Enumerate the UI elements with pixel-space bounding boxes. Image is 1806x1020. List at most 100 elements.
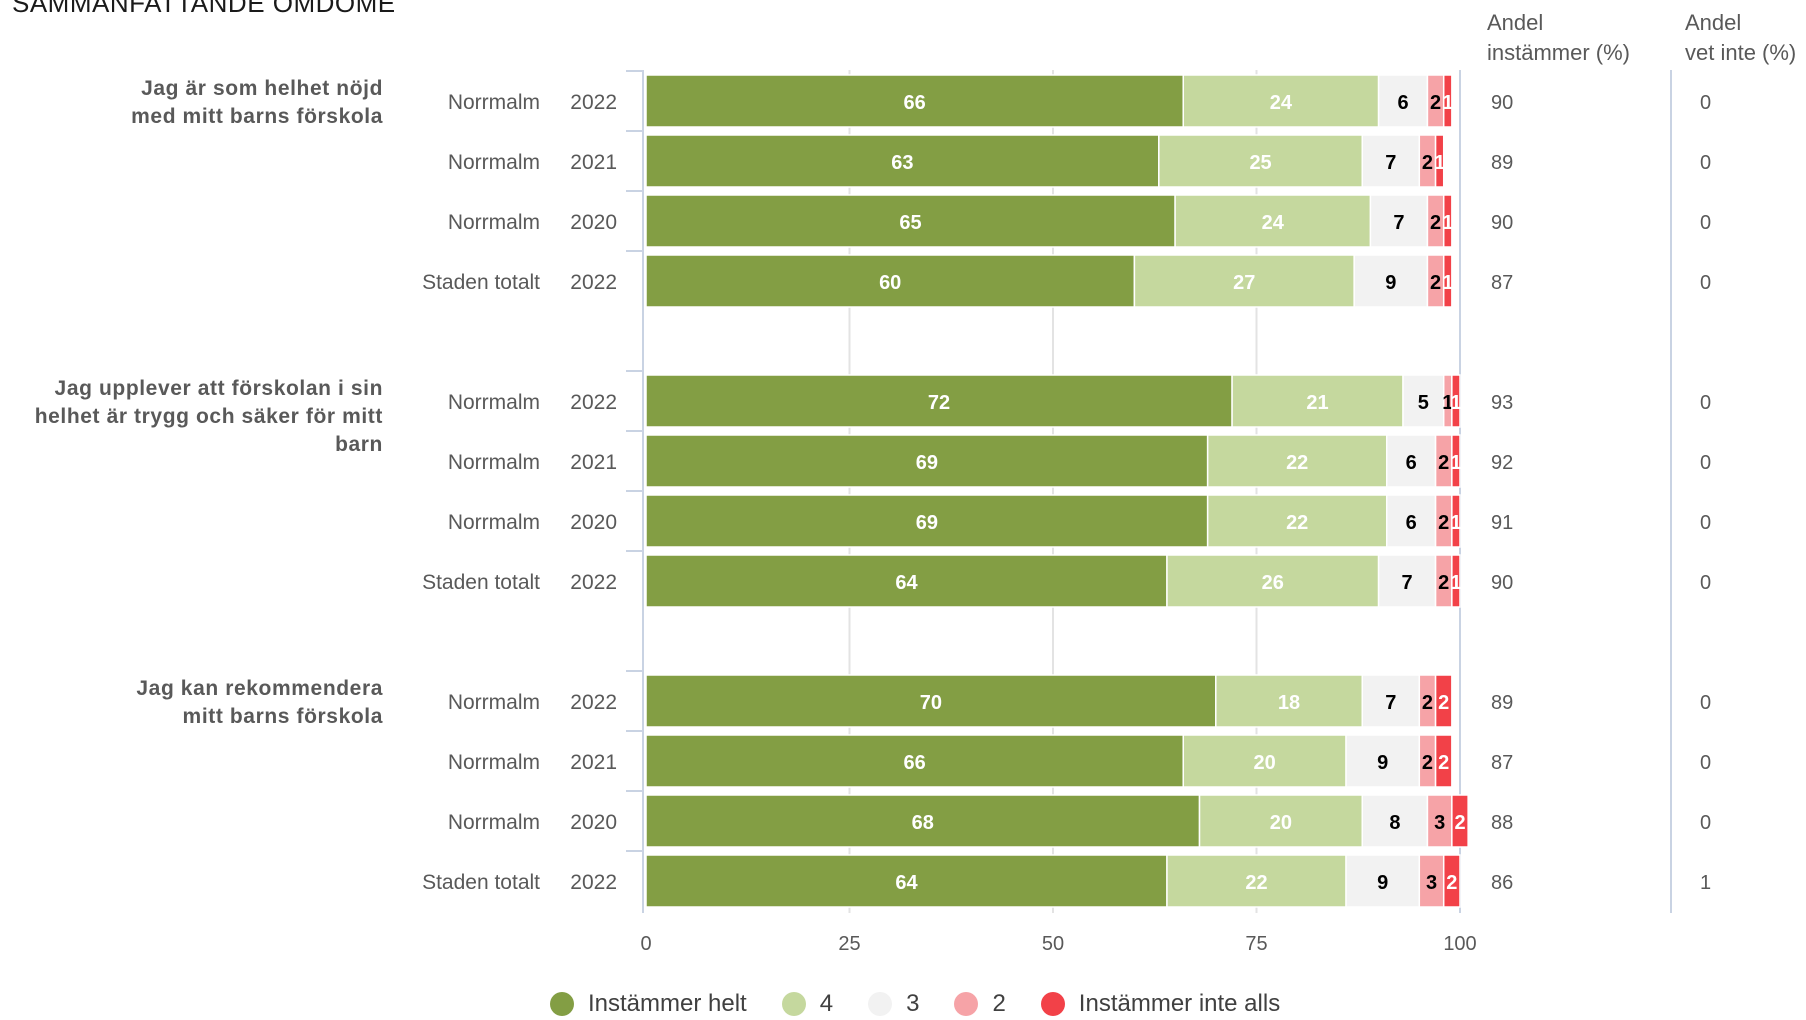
bar-value-label: 20	[1254, 752, 1276, 774]
row-year-label: 2021	[570, 451, 617, 474]
bar-value-label: 9	[1385, 272, 1396, 294]
chart-title: SAMMANFATTANDE OMDÖME	[12, 0, 396, 18]
bar-value-label: 64	[895, 872, 918, 894]
bar-value-label: 3	[1426, 872, 1437, 894]
dontknow-value: 0	[1700, 92, 1711, 114]
bar-value-label: 1	[1442, 212, 1453, 234]
bar-value-label: 1	[1450, 452, 1461, 474]
agree-column-header-line1: Andel	[1487, 10, 1544, 35]
dontknow-column-header-line2: vet inte (%)	[1685, 40, 1797, 65]
agree-value: 93	[1491, 392, 1513, 414]
row-area-label: Staden totalt	[422, 571, 540, 594]
question-label: med mitt barns förskola	[131, 105, 383, 128]
bar-value-label: 24	[1270, 92, 1293, 114]
agree-value: 90	[1491, 572, 1513, 594]
legend-label-3: 3	[906, 990, 920, 1017]
bar-value-label: 2	[1446, 872, 1457, 894]
row-area-label: Staden totalt	[422, 871, 540, 894]
row-area-label: Norrmalm	[448, 751, 540, 774]
bar-value-label: 68	[912, 812, 934, 834]
agree-value: 89	[1491, 692, 1513, 714]
row-year-label: 2020	[570, 211, 617, 234]
bar-value-label: 7	[1402, 572, 1413, 594]
row-area-label: Norrmalm	[448, 151, 540, 174]
bar-value-label: 72	[928, 392, 950, 414]
bar-segment	[1451, 554, 1461, 608]
bar-value-label: 2	[1430, 272, 1441, 294]
legend-item-2: 2	[954, 990, 1006, 1018]
bar-value-label: 2	[1454, 812, 1465, 834]
bar-segment	[1451, 374, 1461, 428]
dontknow-column-header-line1: Andel	[1685, 10, 1742, 35]
bar-value-label: 18	[1278, 692, 1300, 714]
row-year-label: 2021	[570, 751, 617, 774]
bar-segment	[1434, 734, 1453, 788]
bar-segment	[1133, 254, 1355, 308]
bar-segment	[1442, 74, 1453, 128]
bar-segment	[1215, 674, 1364, 728]
bar-value-label: 2	[1422, 752, 1433, 774]
bar-segment	[645, 674, 1217, 728]
bar-value-label: 1	[1450, 512, 1461, 534]
row-year-label: 2020	[570, 511, 617, 534]
bar-segment	[645, 494, 1209, 548]
x-tick-label: 75	[1245, 933, 1267, 955]
bar-value-label: 2	[1430, 92, 1441, 114]
bar-value-label: 27	[1233, 272, 1255, 294]
bar-segment	[645, 794, 1201, 848]
bar-segment	[1361, 674, 1421, 728]
legend-label-2: 2	[992, 990, 1006, 1017]
row-area-label: Staden totalt	[422, 271, 540, 294]
legend-label-4: 4	[819, 990, 834, 1017]
bar-segment	[645, 74, 1184, 128]
bar-value-label: 6	[1406, 452, 1417, 474]
legend-swatch-instammer-inte-alls	[1040, 992, 1065, 1016]
legend-swatch-4	[781, 992, 806, 1016]
bar-value-label: 66	[903, 92, 925, 114]
bar-value-label: 1	[1450, 572, 1461, 594]
bar-segment	[1426, 794, 1453, 848]
question-label: mitt barns förskola	[183, 705, 383, 728]
bar-segment	[1451, 434, 1461, 488]
bar-segment	[645, 374, 1233, 428]
bar-value-label: 1	[1434, 152, 1445, 174]
bar-segment	[1434, 674, 1453, 728]
bar-segment	[645, 254, 1136, 308]
bar-segment	[645, 134, 1160, 188]
bar-segment	[1442, 854, 1461, 908]
agree-value: 87	[1491, 272, 1513, 294]
row-area-label: Norrmalm	[448, 391, 540, 414]
legend: Instämmer helt 4 3 2 Instämmer inte alls	[550, 990, 1315, 1018]
row-year-label: 2022	[570, 391, 617, 414]
bar-value-label: 2	[1438, 452, 1449, 474]
agree-value: 90	[1491, 92, 1513, 114]
question-label: Jag är som helhet nöjd	[141, 77, 383, 100]
bar-value-label: 65	[899, 212, 921, 234]
legend-item-instammer-inte-alls: Instämmer inte alls	[1040, 990, 1280, 1018]
bar-segment	[1361, 794, 1429, 848]
bar-segment	[1385, 494, 1437, 548]
legend-swatch-instammer-helt	[550, 992, 574, 1016]
bar-value-label: 69	[916, 512, 938, 534]
bar-value-label: 1	[1442, 392, 1453, 414]
bar-value-label: 2	[1438, 752, 1449, 774]
bar-segment	[1385, 434, 1437, 488]
bar-segment	[1442, 254, 1453, 308]
agree-value: 90	[1491, 212, 1513, 234]
bar-value-label: 9	[1377, 872, 1388, 894]
question-label: Jag upplever att förskolan i sin	[55, 377, 383, 400]
bar-segment	[1361, 134, 1421, 188]
dontknow-value: 0	[1700, 452, 1711, 474]
dontknow-value: 0	[1700, 272, 1711, 294]
bar-segment	[645, 194, 1176, 248]
bar-segment	[1434, 134, 1445, 188]
bar-value-label: 22	[1245, 872, 1267, 894]
legend-item-4: 4	[781, 990, 834, 1018]
bar-segment	[1451, 494, 1461, 548]
row-area-label: Norrmalm	[448, 91, 540, 114]
bar-value-label: 2	[1438, 512, 1449, 534]
bar-value-label: 1	[1442, 272, 1453, 294]
agree-value: 87	[1491, 752, 1513, 774]
dontknow-column-header: Andel vet inte (%)	[1685, 8, 1796, 68]
bar-value-label: 60	[879, 272, 901, 294]
